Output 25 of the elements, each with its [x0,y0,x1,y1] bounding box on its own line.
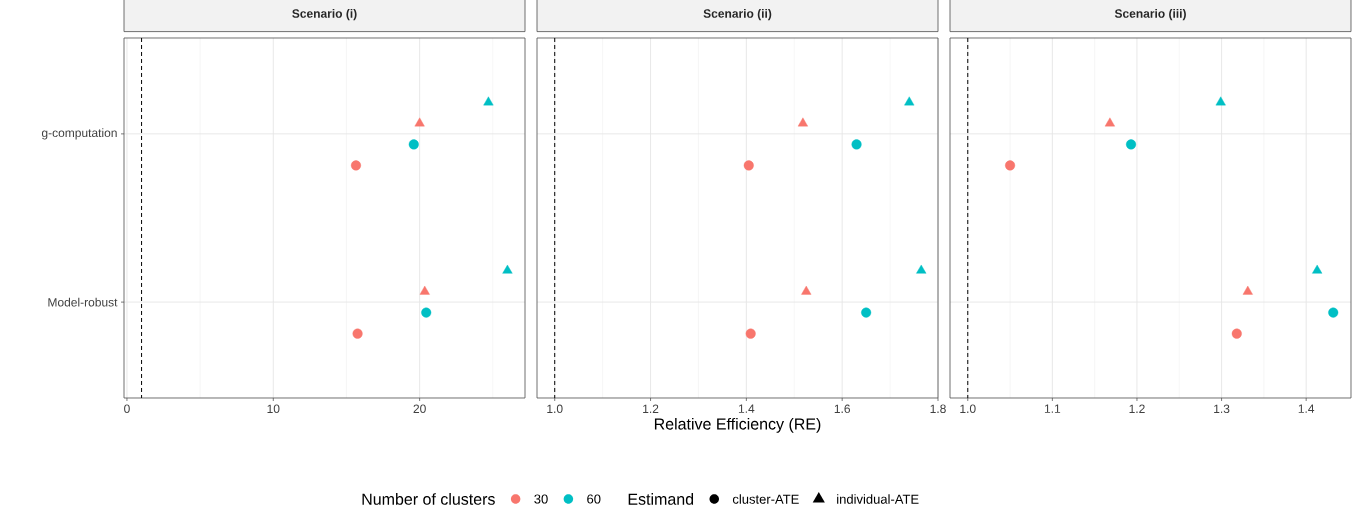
x-tick-label: 1.6 [834,404,850,414]
x-tick-label: 1.2 [643,404,659,413]
legend-label: 60 [587,494,601,504]
text: individual-ATE [837,494,919,504]
x-tick-label: 1.1 [1044,404,1061,413]
text: Estimand [628,493,694,505]
x-tick-label: 1.4 [1298,404,1315,413]
chart-title: Scenario (ii) [703,9,772,21]
chart-title: Scenario (i) [292,9,357,21]
x-tick-label: 1.4 [738,404,755,413]
x-tick-label: 1.3 [1214,404,1230,414]
x-tick-label: 20 [413,404,426,414]
chart-title: Scenario (iii) [1114,9,1186,21]
x-tick-label: 10 [267,404,280,414]
x-tick-label: 1.8 [930,404,946,414]
y-tick-label: g-computation [41,128,117,140]
legend-label: 30 [534,494,548,504]
x-tick-label: 1.2 [1129,404,1145,413]
y-tick-label: Model-robust [48,297,118,307]
x-tick-label: 1.0 [547,404,563,414]
x-tick-label: 1.0 [960,404,976,414]
legend-title: Number of clusters [362,493,495,505]
text: cluster-ATE [732,494,799,504]
x-tick-label: 0 [124,404,130,414]
x-axis-title: Relative Efficiency (RE) [654,417,821,433]
